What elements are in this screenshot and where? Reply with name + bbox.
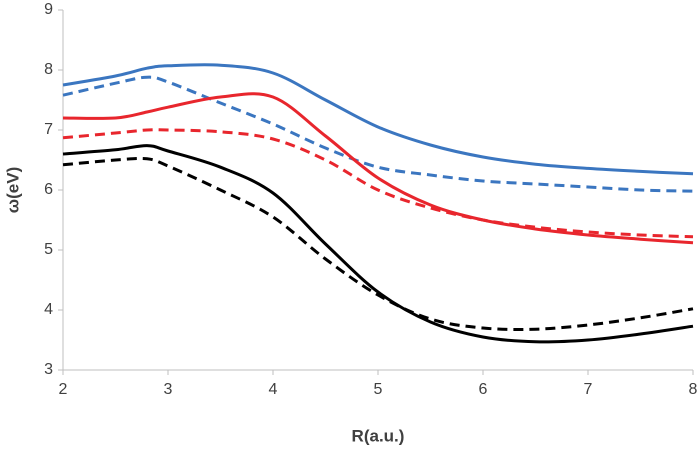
- series-line: [62, 75, 694, 193]
- y-tick-label: 8: [44, 61, 53, 78]
- x-tick-label: 7: [584, 381, 593, 398]
- series-line: [62, 92, 694, 245]
- x-tick-label: 8: [689, 381, 698, 398]
- x-axis-title: R(a.u.): [352, 426, 405, 445]
- y-tick-label: 3: [44, 361, 53, 378]
- y-tick-label: 4: [44, 301, 53, 318]
- y-tick-label: 5: [44, 241, 53, 258]
- x-tick-label: 5: [374, 381, 383, 398]
- x-tick-label: 4: [269, 381, 278, 398]
- y-tick-label: 6: [44, 181, 53, 198]
- y-axis-title: ω(eV): [3, 167, 22, 213]
- x-tick-label: 2: [59, 381, 68, 398]
- x-tick-label: 3: [164, 381, 173, 398]
- series-line: [62, 128, 694, 239]
- series-line: [62, 63, 694, 176]
- series-line: [62, 144, 694, 344]
- x-tick-label: 6: [479, 381, 488, 398]
- series-line: [62, 156, 694, 331]
- y-tick-label: 9: [44, 1, 53, 18]
- y-tick-label: 7: [44, 121, 53, 138]
